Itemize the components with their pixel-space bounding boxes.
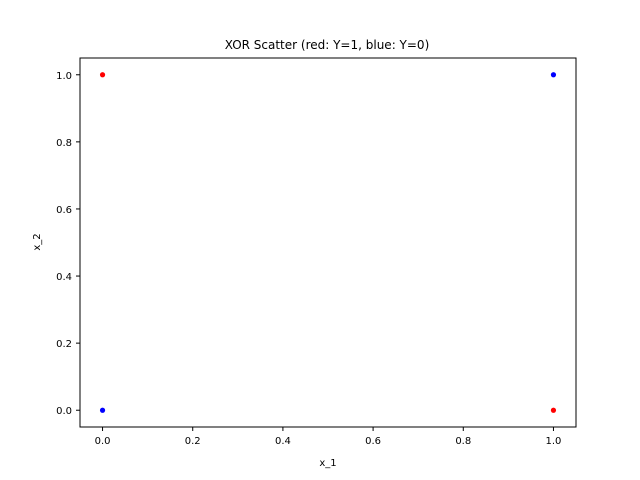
scatter-point <box>550 407 557 413</box>
data-points <box>99 72 557 413</box>
x-tick-label: 0.8 <box>455 436 471 447</box>
x-axis-ticks: 0.0 0.2 0.4 0.6 0.8 1.0 <box>95 427 562 447</box>
x-tick-label: 0.2 <box>185 436 201 447</box>
y-tick-label: 0.4 <box>56 272 72 283</box>
x-tick-label: 0.4 <box>275 436 291 447</box>
scatter-point <box>550 72 557 78</box>
x-tick-label: 0.6 <box>365 436 381 447</box>
plot-area <box>79 57 577 428</box>
y-tick-label: 0.8 <box>56 138 72 149</box>
chart-title: XOR Scatter (red: Y=1, blue: Y=0) <box>225 38 430 52</box>
x-tick-label: 1.0 <box>546 436 562 447</box>
y-tick-label: 0.0 <box>56 406 72 417</box>
y-tick-label: 1.0 <box>56 71 72 82</box>
x-tick-label: 0.0 <box>95 436 111 447</box>
y-tick-label: 0.2 <box>56 339 72 350</box>
scatter-point <box>99 407 106 413</box>
y-axis-label: x_2 <box>32 233 43 250</box>
y-axis-ticks: 0.0 0.2 0.4 0.6 0.8 1.0 <box>56 71 80 417</box>
x-axis-label: x_1 <box>319 458 336 469</box>
scatter-point <box>99 72 106 78</box>
y-tick-label: 0.6 <box>56 205 72 216</box>
